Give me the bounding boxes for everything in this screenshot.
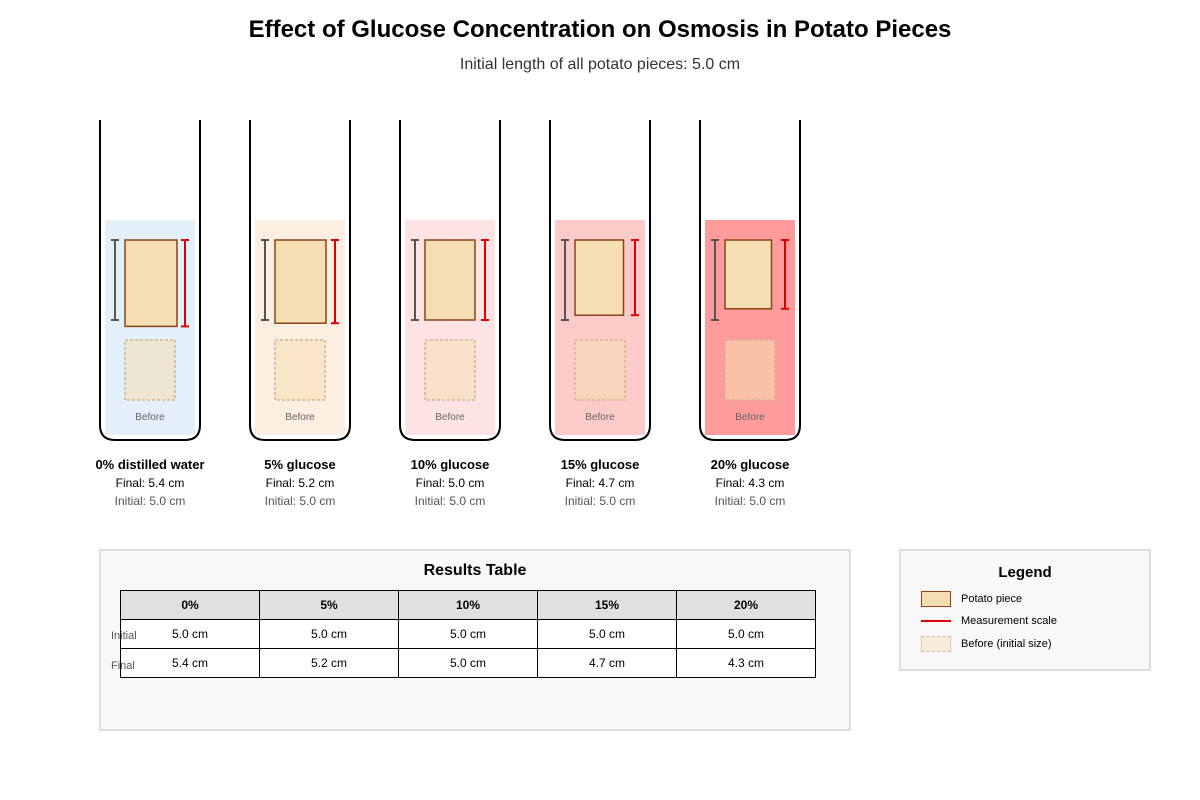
tube-initial: Initial: 5.0 cm <box>114 494 186 508</box>
results-table: 0% 5% 10% 15% 20% 5.0 cm 5.0 cm 5.0 cm 5… <box>120 590 816 678</box>
before-label: Before <box>585 412 615 423</box>
table-cell: 5.4 cm <box>120 648 260 678</box>
page-subtitle: Initial length of all potato pieces: 5.0… <box>459 56 741 73</box>
test-tube <box>549 120 651 441</box>
potato-piece <box>574 239 625 316</box>
tube-final: Final: 5.2 cm <box>265 476 335 490</box>
table-cell: 4.3 cm <box>676 648 816 678</box>
table-row: 5.0 cm 5.0 cm 5.0 cm 5.0 cm 5.0 cm <box>120 619 816 649</box>
page-title: Effect of Glucose Concentration on Osmos… <box>248 16 952 43</box>
table-row: 5.4 cm 5.2 cm 5.0 cm 4.7 cm 4.3 cm <box>120 648 816 678</box>
potato-piece <box>124 239 178 328</box>
before-swatch-icon <box>921 636 951 652</box>
potato-piece <box>424 239 476 321</box>
table-cell: 5.2 cm <box>259 648 399 678</box>
tube-final: Final: 5.4 cm <box>115 476 185 490</box>
test-tubes-diagram: Before Before Before Before Before <box>99 120 801 441</box>
legend-title: Legend <box>998 564 1052 581</box>
before-piece <box>124 339 176 401</box>
row-label-final: Final <box>111 660 135 672</box>
legend-item-before: Before (initial size) <box>921 635 1051 653</box>
table-header-cell: 15% <box>537 590 677 620</box>
before-label: Before <box>135 412 165 423</box>
test-tube <box>99 120 201 441</box>
legend-label: Potato piece <box>961 593 1023 605</box>
legend-label: Measurement scale <box>961 615 1057 627</box>
table-header-row: 0% 5% 10% 15% 20% <box>120 590 816 620</box>
before-piece <box>574 339 626 401</box>
tube-initial: Initial: 5.0 cm <box>564 494 636 508</box>
tube-initial: Initial: 5.0 cm <box>264 494 336 508</box>
before-piece <box>274 339 326 401</box>
table-cell: 4.7 cm <box>537 648 677 678</box>
test-tube <box>399 120 501 441</box>
tube-name: 15% glucose <box>560 457 640 472</box>
tube-name: 0% distilled water <box>95 457 205 472</box>
tube-name: 5% glucose <box>264 457 336 472</box>
tube-name: 10% glucose <box>410 457 490 472</box>
legend-item-potato: Potato piece <box>921 590 1022 608</box>
tube-name: 20% glucose <box>710 457 790 472</box>
before-label: Before <box>285 412 315 423</box>
before-piece <box>424 339 476 401</box>
before-piece <box>724 339 776 401</box>
before-label: Before <box>735 412 765 423</box>
tube-label: 5% glucose Final: 5.2 cm Initial: 5.0 cm <box>225 457 375 508</box>
potato-swatch-icon <box>921 591 951 607</box>
tube-label: 0% distilled water Final: 5.4 cm Initial: … <box>75 457 225 508</box>
tube-final: Final: 4.3 cm <box>715 476 785 490</box>
tube-final: Final: 5.0 cm <box>415 476 485 490</box>
tube-final: Final: 4.7 cm <box>565 476 635 490</box>
tube-label: 20% glucose Final: 4.3 cm Initial: 5.0 cm <box>675 457 825 508</box>
before-label: Before <box>435 412 465 423</box>
table-cell: 5.0 cm <box>398 648 538 678</box>
legend-item-scale: Measurement scale <box>921 612 1057 630</box>
tube-label: 10% glucose Final: 5.0 cm Initial: 5.0 cm <box>375 457 525 508</box>
tube-initial: Initial: 5.0 cm <box>714 494 786 508</box>
scale-line-icon <box>921 620 951 622</box>
test-tube <box>249 120 351 441</box>
potato-piece <box>274 239 327 324</box>
table-cell: 5.0 cm <box>676 619 816 649</box>
tube-initial: Initial: 5.0 cm <box>414 494 486 508</box>
table-cell: 5.0 cm <box>537 619 677 649</box>
legend-label: Before (initial size) <box>961 638 1052 650</box>
table-header-cell: 20% <box>676 590 816 620</box>
table-header-cell: 0% <box>120 590 260 620</box>
table-header-cell: 10% <box>398 590 538 620</box>
legend-panel: Legend Potato piece Measurement scale Be… <box>899 549 1151 671</box>
table-header-cell: 5% <box>259 590 399 620</box>
tube-label: 15% glucose Final: 4.7 cm Initial: 5.0 cm <box>525 457 675 508</box>
table-cell: 5.0 cm <box>259 619 399 649</box>
results-panel: Results Table 0% 5% 10% 15% 20% 5.0 cm 5… <box>99 549 851 731</box>
table-cell: 5.0 cm <box>398 619 538 649</box>
potato-piece <box>724 239 773 310</box>
table-cell: 5.0 cm <box>120 619 260 649</box>
test-tube <box>699 120 801 441</box>
results-table-title: Results Table <box>423 562 527 579</box>
row-label-initial: Initial <box>111 630 137 642</box>
